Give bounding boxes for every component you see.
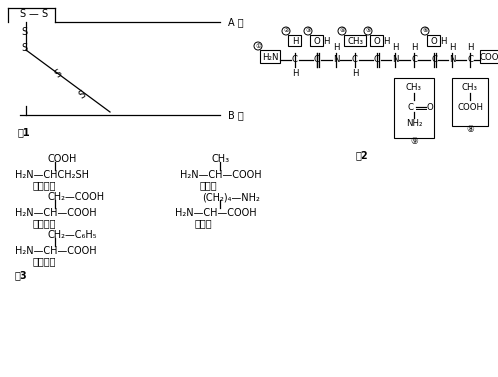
Text: COOH: COOH	[457, 103, 483, 112]
Text: H: H	[440, 37, 446, 46]
Text: H₂N—CH—COOH: H₂N—CH—COOH	[175, 208, 256, 218]
Bar	[452, 78, 488, 126]
Text: ④: ④	[339, 29, 345, 34]
Text: C: C	[352, 55, 358, 64]
Text: O: O	[427, 103, 433, 112]
Text: O: O	[374, 37, 380, 46]
Bar	[427, 35, 440, 46]
Text: 图3: 图3	[15, 270, 27, 280]
Text: N: N	[333, 55, 339, 64]
Bar	[288, 35, 301, 46]
Text: O: O	[314, 37, 320, 46]
Text: CH₃: CH₃	[212, 154, 230, 164]
Text: ②: ②	[283, 29, 289, 34]
Text: 图2: 图2	[356, 150, 369, 160]
Bar	[480, 50, 498, 63]
Text: COOH: COOH	[479, 52, 498, 61]
Text: H₂N—CH—COOH: H₂N—CH—COOH	[180, 170, 261, 180]
Text: C: C	[431, 55, 437, 64]
Text: H: H	[383, 37, 389, 46]
Text: CH₃: CH₃	[462, 83, 478, 92]
Text: H: H	[352, 69, 358, 78]
Text: C: C	[374, 55, 380, 64]
Text: H: H	[333, 43, 339, 52]
Text: ⑤: ⑤	[365, 29, 371, 34]
Text: 苯丙氨酸: 苯丙氨酸	[33, 256, 56, 266]
Text: H₂N: H₂N	[262, 52, 278, 61]
Bar	[260, 50, 280, 63]
Text: H₂N—CH—COOH: H₂N—CH—COOH	[15, 246, 97, 256]
Text: C: C	[407, 103, 413, 112]
Text: C: C	[314, 55, 320, 64]
Text: H: H	[449, 43, 455, 52]
Text: H: H	[411, 43, 417, 52]
Bar	[344, 35, 366, 46]
Text: N: N	[392, 55, 398, 64]
Text: C: C	[467, 55, 473, 64]
Text: ⑨: ⑨	[410, 138, 418, 147]
Text: CH₂—COOH: CH₂—COOH	[47, 192, 104, 202]
Text: 图1: 图1	[18, 127, 30, 137]
Text: ⑧: ⑧	[466, 126, 474, 135]
Text: N: N	[449, 55, 455, 64]
Text: ①: ①	[255, 43, 261, 49]
Text: H: H	[292, 37, 298, 46]
Text: S: S	[19, 9, 25, 19]
Text: S: S	[41, 9, 47, 19]
Bar	[394, 78, 434, 138]
Text: H: H	[292, 69, 298, 78]
Text: H₂N—CH—COOH: H₂N—CH—COOH	[15, 208, 97, 218]
Text: (CH₂)₄—NH₂: (CH₂)₄—NH₂	[202, 192, 260, 202]
Text: H: H	[323, 37, 329, 46]
Text: 赖氨酸: 赖氨酸	[195, 218, 213, 228]
Text: S: S	[21, 27, 27, 37]
Text: A 链: A 链	[228, 17, 244, 27]
Bar	[310, 35, 323, 46]
Text: ⑥: ⑥	[422, 29, 428, 34]
Text: H₂N—CHCH₂SH: H₂N—CHCH₂SH	[15, 170, 89, 180]
Text: CH₃: CH₃	[347, 37, 363, 46]
Text: S: S	[21, 43, 27, 53]
Text: H: H	[392, 43, 398, 52]
Text: CH₃: CH₃	[406, 83, 422, 92]
Text: C: C	[292, 55, 298, 64]
Text: S: S	[77, 89, 87, 101]
Text: NH₂: NH₂	[406, 120, 422, 129]
Text: S: S	[53, 68, 63, 80]
Text: H: H	[467, 43, 473, 52]
Text: 半胱氨酸: 半胱氨酸	[33, 180, 56, 190]
Text: ③: ③	[305, 29, 311, 34]
Text: COOH: COOH	[47, 154, 76, 164]
Text: B 链: B 链	[228, 110, 244, 120]
Text: O: O	[431, 37, 437, 46]
Text: 天冬氨酸: 天冬氨酸	[33, 218, 56, 228]
Text: 丙氨酸: 丙氨酸	[200, 180, 218, 190]
Text: C: C	[411, 55, 417, 64]
Bar	[370, 35, 383, 46]
Text: —: —	[28, 9, 38, 19]
Text: CH₂—C₆H₅: CH₂—C₆H₅	[47, 230, 97, 240]
Text: |: |	[24, 35, 27, 45]
